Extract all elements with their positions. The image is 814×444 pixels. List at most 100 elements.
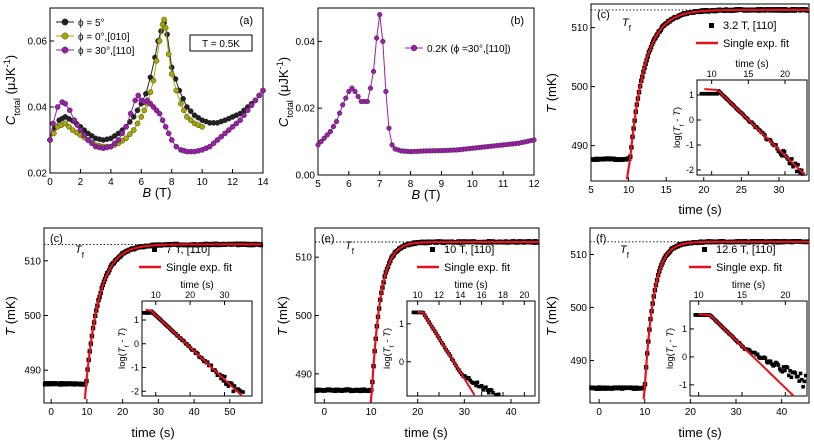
- relax-0-xtick-label: 25: [736, 185, 748, 196]
- panel-a-series-2-point: [66, 107, 73, 114]
- panel-b-series-point: [330, 123, 337, 130]
- relax-3-inset-data-point: [755, 352, 760, 357]
- panel-a-series-1-point: [161, 16, 167, 23]
- panel-a-series-1-point: [165, 51, 172, 58]
- relax-1-inset-xtick-label: 20: [185, 290, 195, 300]
- relax-3-axes: [589, 227, 810, 404]
- relax-2-inset-data-point: [494, 392, 498, 397]
- relax-0-inset-xlabel: time (s): [735, 59, 768, 70]
- panel-a-series-0-point: [168, 64, 175, 71]
- panel-a-annotation: T = 0.5K: [202, 39, 240, 50]
- relax-1-xtick-label: 40: [189, 407, 201, 418]
- relax-1-inset-data-point: [226, 384, 231, 388]
- relax-0-tf-label: Tf: [622, 17, 632, 33]
- relax-1-xtick-label: 0: [48, 407, 54, 418]
- relax-3-inset-ylabel: log(Tf - T): [665, 328, 679, 369]
- relax-3-inset-data-point: [796, 374, 800, 379]
- panel-a-series-2-point: [225, 127, 232, 133]
- panel-a-series-2-point: [248, 102, 255, 109]
- relax-0-inset-data-point: [715, 91, 720, 96]
- panel-a-series-2-point: [162, 124, 169, 130]
- relax-2-inset-data-point: [479, 383, 484, 388]
- panel-a-series-2-point: [132, 97, 138, 104]
- relax-1-inset-data-point: [221, 379, 226, 383]
- panel-a-legend-label: ϕ = 5°: [78, 18, 105, 29]
- relax-0-inset-data-point: [799, 168, 804, 173]
- relax-2-inset-ylabel: log(Tf - T): [382, 328, 396, 369]
- panel-b-xtick-label: 12: [528, 179, 540, 190]
- relax-3-inset-data-point: [798, 371, 803, 376]
- relax-3-inset: 10 15 20 -1 0 1 time (s) log(Tf - T): [665, 280, 808, 397]
- relax-2-legend-fit: Single exp. fit: [444, 262, 510, 274]
- relax-2-inset-data-point: [475, 380, 480, 385]
- relax-0-inset-data-point: [774, 143, 778, 147]
- relax-3-tag: (f): [596, 233, 606, 245]
- panel-a-series-2-point: [222, 130, 228, 137]
- relax-3-inset-xtick-label: 15: [737, 290, 747, 300]
- panel-a-series-2-point: [233, 120, 240, 127]
- relax-0-inset: 10 15 20 -2 -1 0 1 time (s) log(Tf - T): [672, 59, 808, 176]
- panel-b: 5 6 7 8 9 10 11 12 0.00 0.02 0.04 0.2K (ϕ =30°,[110…: [275, 7, 540, 202]
- panel-a-series-2-point: [173, 143, 180, 150]
- panel-a-legend-marker: [61, 18, 69, 26]
- relax-0-xtick-label: 10: [623, 185, 635, 196]
- relax-1-inset-data-point: [230, 382, 234, 386]
- relax-0-inset-ytick-label: 0: [689, 115, 694, 125]
- relax-1-xtick-label: 10: [81, 407, 93, 418]
- relax-3-inset-data-point: [748, 348, 752, 353]
- relax-2-inset-data-point: [486, 390, 491, 395]
- panel-a-series-2-point: [135, 92, 142, 99]
- panel-a-series-2-point: [256, 92, 262, 99]
- relax-0-inset-fit-line: [704, 88, 806, 176]
- relax-3-inset-data-point: [800, 377, 804, 382]
- panel-a-xlabel: B (T): [143, 185, 172, 200]
- panel-b-series-point: [374, 35, 380, 41]
- relax-3-inset-data-point: [793, 371, 798, 375]
- relax-3-xlabel: time (s): [678, 425, 721, 440]
- relax-2-tag: (e): [321, 233, 334, 245]
- panel-a-series-2-point: [89, 140, 95, 147]
- panel-a-series-2-point: [81, 132, 88, 138]
- relax-3-inset-fit-line: [698, 313, 795, 397]
- panel-b-series-point: [340, 102, 346, 108]
- relax-3-inset-xtick-label: 20: [780, 290, 790, 300]
- panel-a-series-2-point: [252, 97, 259, 104]
- relax-2-inset-ytick-label: 1: [399, 319, 404, 329]
- panel-a-xtick-label: 14: [257, 177, 269, 188]
- panel-b-xlabel: B (T): [412, 187, 441, 202]
- relax-1-inset-ytick-label: -1: [131, 363, 139, 373]
- relax-1-legend-square: [152, 247, 157, 252]
- relax-3-inset-data-point: [788, 369, 792, 373]
- relax-3-xtick-label: 40: [776, 407, 788, 418]
- panel-b-series-point: [327, 128, 333, 135]
- panel-b-tag: (b): [511, 15, 524, 27]
- panel-b-series-point: [389, 142, 395, 148]
- relax-1-inset-data-point: [219, 376, 223, 381]
- relax-3-ylabel: T (mK): [544, 296, 559, 336]
- relax-3-inset-data-point: [763, 356, 768, 360]
- panel-a-xtick-label: 4: [108, 177, 114, 188]
- relax-2-inset-xtick-label: 10: [413, 290, 423, 300]
- relax-2-xtick-label: 30: [459, 407, 471, 418]
- panel-b-series-point: [321, 135, 327, 141]
- panel-a-ytick-label: 0.04: [28, 103, 48, 114]
- panel-a-legend-marker: [61, 32, 69, 40]
- panel-a-series-2-point: [111, 140, 118, 147]
- panel-a-series-2-point: [71, 117, 78, 123]
- relax-1-inset-fit-line: [145, 308, 243, 397]
- relax-2-ytick-label: 510: [295, 253, 312, 264]
- panel-b-xtick-label: 5: [315, 179, 321, 190]
- panel-a-series-2-point: [54, 104, 61, 110]
- panel-a-series-2-point: [206, 143, 213, 150]
- panel-b-xtick-label: 9: [439, 179, 445, 190]
- relax-0-axes: [590, 3, 810, 182]
- relax-3-inset-data-point: [783, 368, 787, 373]
- relax-0-inset-data-point: [796, 162, 800, 167]
- panel-b-xtick-label: 8: [408, 179, 414, 190]
- panel-a-series-1-point: [141, 107, 148, 114]
- panel-a-series-1-point: [134, 120, 141, 127]
- relax-2-fit-line: [369, 240, 539, 403]
- panel-b-series-point: [355, 93, 361, 100]
